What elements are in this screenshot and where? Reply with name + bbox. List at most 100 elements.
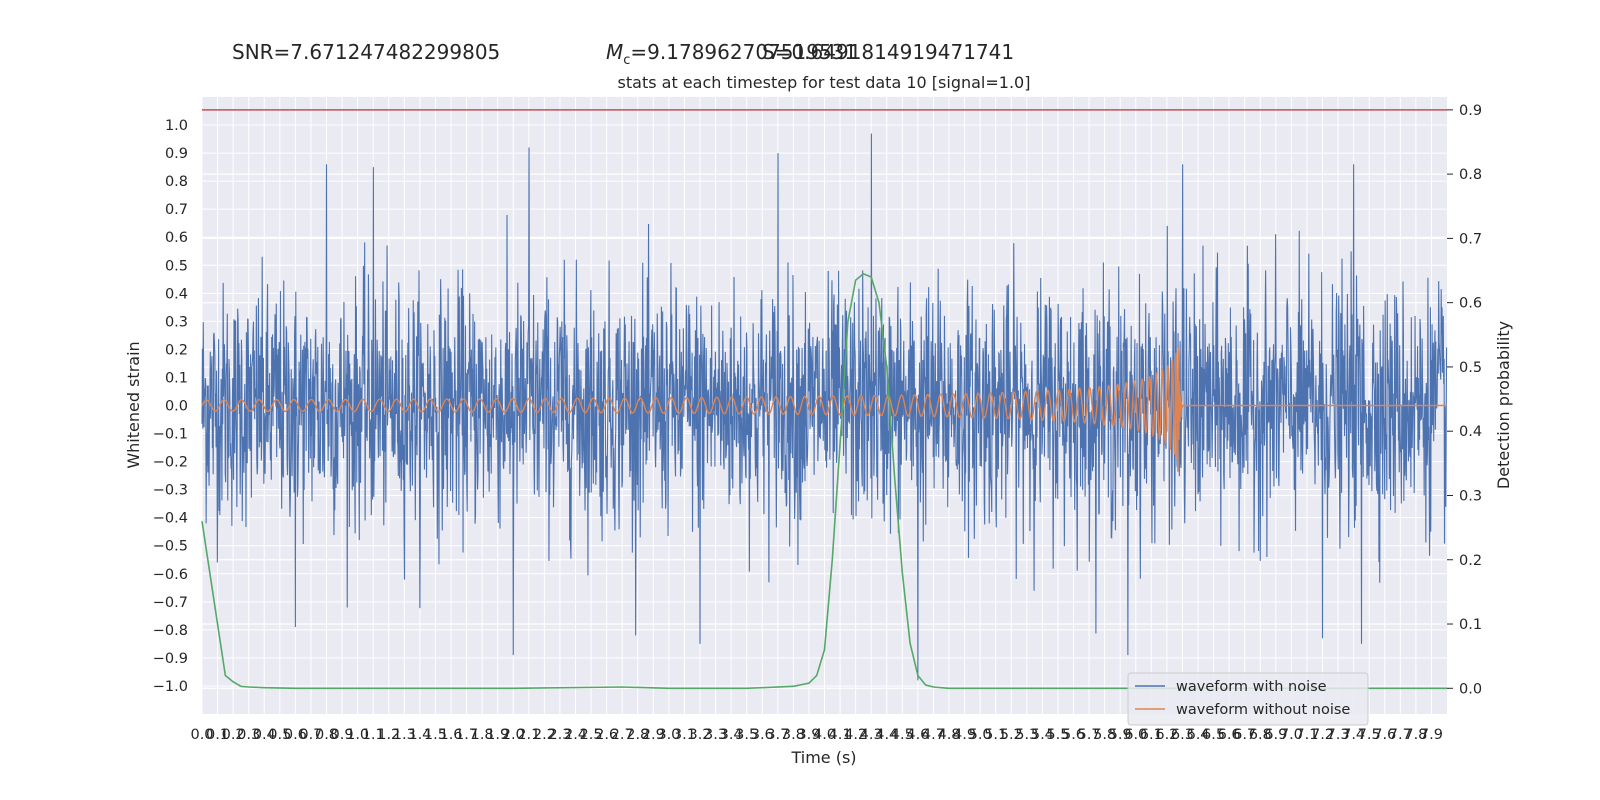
x-tick-label: 1.7 [455, 727, 478, 743]
x-tick-label: 3.7 [766, 727, 789, 743]
x-tick-label: 2.7 [611, 727, 634, 743]
y-tick-label: −0.9 [153, 651, 188, 667]
x-tick-label: 5.1 [984, 727, 1007, 743]
x-tick-label: 6.3 [1171, 727, 1194, 743]
x-tick-label: 4.3 [860, 727, 883, 743]
x-tick-label: 1.3 [393, 727, 416, 743]
x-tick-label: 0.8 [315, 727, 338, 743]
legend-box [1127, 672, 1369, 726]
x-tick-label: 0.1 [206, 727, 229, 743]
x-tick-label: 5.3 [1015, 727, 1038, 743]
x-tick-label: 5.6 [1062, 727, 1085, 743]
x-tick-label: 0.5 [268, 727, 291, 743]
chirp-mass-symbol: M [606, 40, 624, 64]
x-tick-label: 7.5 [1358, 727, 1381, 743]
y-tick-label: −0.4 [153, 511, 188, 527]
x-tick-label: 0.3 [237, 727, 260, 743]
x-tick-label: 1.1 [362, 727, 385, 743]
y2-tick-label: 0.6 [1459, 296, 1482, 312]
x-tick-label: 7.7 [1389, 727, 1412, 743]
x-tick-label: 3.9 [797, 727, 820, 743]
x-tick-label: 2.0 [502, 727, 525, 743]
x-tick-label: 6.8 [1249, 727, 1272, 743]
x-tick-label: 3.4 [720, 727, 743, 743]
x-tick-label: 1.8 [471, 727, 494, 743]
x-tick-label: 4.6 [906, 727, 929, 743]
y2-tick-label: 0.5 [1459, 360, 1482, 376]
y2-tick-label: 0.1 [1459, 617, 1482, 633]
x-tick-label: 1.5 [424, 727, 447, 743]
x-tick-label: 5.8 [1093, 727, 1116, 743]
x-tick-label: 4.4 [875, 727, 898, 743]
x-tick-label: 2.4 [564, 727, 587, 743]
y-tick-label: −1.0 [153, 679, 188, 695]
x-tick-label: 4.0 [813, 727, 836, 743]
chirp-mass-label: Mc=9.178962707519531 [606, 42, 857, 67]
y-tick-label: 0.9 [165, 146, 188, 162]
x-tick-label: 3.1 [673, 727, 696, 743]
x-tick-label: 6.1 [1140, 727, 1163, 743]
y2-axis-label: Detection probability [1494, 321, 1513, 489]
y-tick-label: −0.8 [153, 623, 188, 639]
y-tick-label: 0.8 [165, 174, 188, 190]
x-tick-label: 3.8 [782, 727, 805, 743]
y-tick-label: 0.1 [165, 370, 188, 386]
x-tick-label: 3.2 [688, 727, 711, 743]
x-tick-label: 2.1 [517, 727, 540, 743]
y-tick-label: −0.7 [153, 595, 188, 611]
x-tick-label: 1.0 [346, 727, 369, 743]
series-detection-probability [201, 272, 1447, 690]
x-tick-label: 1.6 [439, 727, 462, 743]
x-tick-label: 6.5 [1202, 727, 1225, 743]
x-tick-label: 7.0 [1280, 727, 1303, 743]
x-tick-label: 0.4 [253, 727, 276, 743]
x-tick-label: 0.7 [299, 727, 322, 743]
y-tick-label: 0.6 [165, 230, 188, 246]
x-tick-label: 6.0 [1124, 727, 1147, 743]
x-tick-label: 4.2 [844, 727, 867, 743]
x-tick-label: 6.9 [1264, 727, 1287, 743]
y-tick-label: 0.0 [165, 399, 188, 415]
y-tick-labels: −1.0 −0.9 −0.8 −0.7 −0.6 −0.5 −0.4 −0.3 −0.2 −0.1… [153, 118, 188, 695]
x-tick-label: 0.6 [284, 727, 307, 743]
x-tick-label: 3.0 [657, 727, 680, 743]
x-tick-label: 0.2 [222, 727, 245, 743]
x-tick-label: 2.3 [548, 727, 571, 743]
x-tick-labels: 0.00.10.20.30.40.50.60.70.80.91.01.11.21… [190, 727, 1443, 743]
y-tick-label: 0.5 [165, 258, 188, 274]
y-tick-label: −0.5 [153, 539, 188, 555]
x-tick-label: 7.4 [1342, 727, 1365, 743]
x-tick-label: 4.1 [829, 727, 852, 743]
y2-tick-labels: 0.0 0.1 0.2 0.3 0.4 0.5 0.6 0.7 0.8 0.9 [1447, 103, 1482, 697]
y2-tick-label: 0.2 [1459, 553, 1482, 569]
line-waveform-with-noise [201, 133, 1448, 681]
y2-tick-label: 0.4 [1459, 424, 1482, 440]
snr-label: SNR=7.671247482299805 [232, 42, 500, 62]
x-tick-label: 5.2 [1000, 727, 1023, 743]
x-tick-label: 2.5 [580, 727, 603, 743]
x-tick-label: 2.2 [533, 727, 556, 743]
x-tick-label: 4.9 [953, 727, 976, 743]
x-tick-label: 7.1 [1295, 727, 1318, 743]
y-tick-label: −0.3 [153, 483, 188, 499]
x-tick-label: 2.8 [626, 727, 649, 743]
x-tick-label: 5.7 [1078, 727, 1101, 743]
snr-text: SNR=7.671247482299805 [232, 40, 501, 64]
x-tick-label: 2.6 [595, 727, 618, 743]
x-tick-label: 0.0 [190, 727, 213, 743]
x-tick-label: 6.4 [1186, 727, 1209, 743]
y2-tick-label: 0.8 [1459, 167, 1482, 183]
y2-tick-label: 0.0 [1459, 681, 1482, 697]
x-tick-label: 2.9 [642, 727, 665, 743]
x-tick-label: 7.9 [1420, 727, 1443, 743]
y-axis-label: Whitened strain [124, 341, 143, 468]
y2-tick-label: 0.9 [1459, 103, 1482, 119]
series-waveform-with-noise [201, 133, 1448, 681]
chart-title: stats at each timestep for test data 10 … [618, 73, 1031, 92]
y-tick-label: 1.0 [165, 118, 188, 134]
x-tick-label: 7.3 [1327, 727, 1350, 743]
line-waveform-without-noise [201, 347, 1447, 472]
x-tick-label: 1.2 [377, 727, 400, 743]
y-tick-label: −0.6 [153, 567, 188, 583]
